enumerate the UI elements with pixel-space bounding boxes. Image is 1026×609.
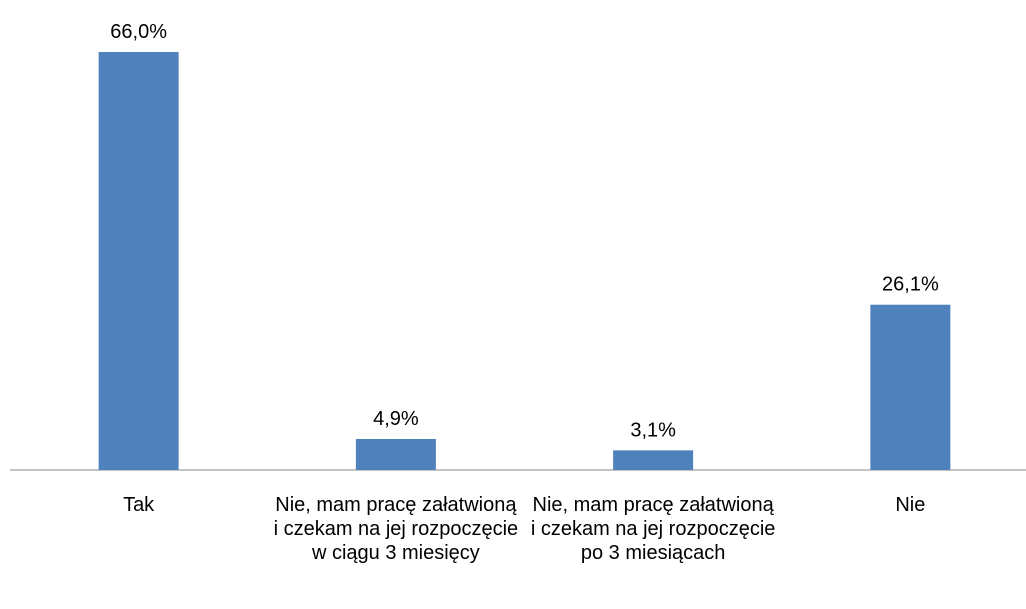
data-label: 66,0% bbox=[110, 21, 167, 43]
data-label: 4,9% bbox=[373, 408, 419, 430]
data-label: 3,1% bbox=[630, 419, 676, 441]
x-tick-label: Nie, mam pracę załatwioną i czekam na je… bbox=[273, 494, 519, 564]
bar bbox=[355, 438, 436, 470]
bar bbox=[98, 52, 179, 470]
x-tick-label: Nie, mam pracę załatwioną i czekam na je… bbox=[530, 494, 776, 564]
bar bbox=[870, 304, 951, 470]
x-tick-label: Nie bbox=[895, 494, 926, 516]
data-label: 26,1% bbox=[882, 274, 939, 296]
bar bbox=[613, 450, 694, 470]
x-tick-label: Tak bbox=[123, 494, 155, 516]
